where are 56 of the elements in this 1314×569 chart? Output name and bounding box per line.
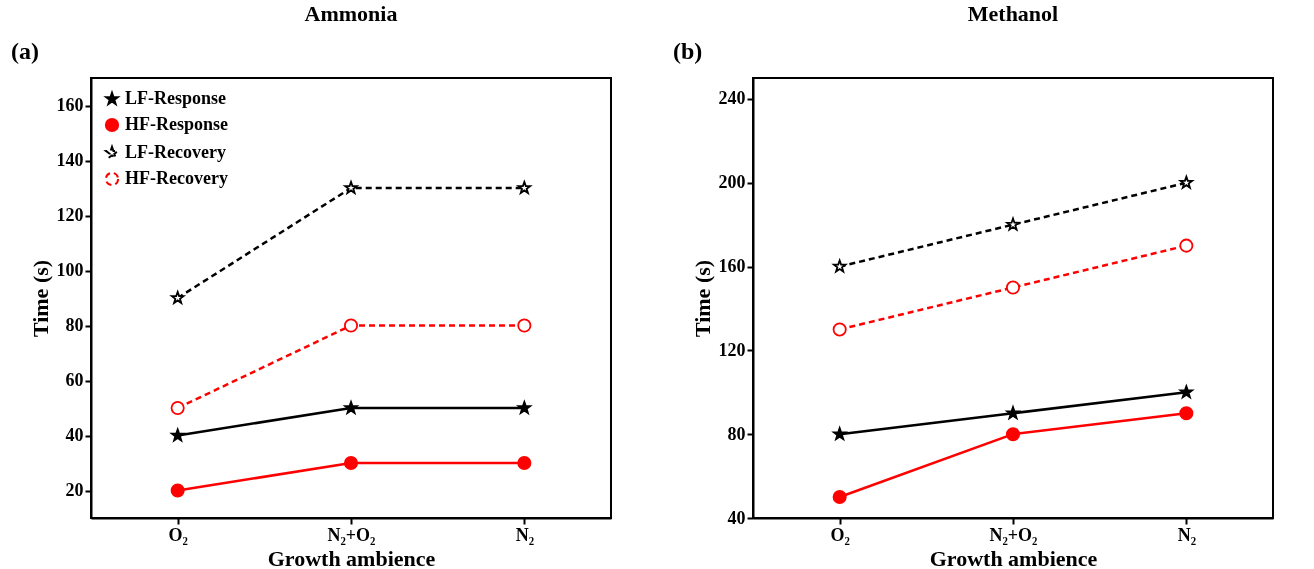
point bbox=[343, 455, 359, 471]
point bbox=[1179, 238, 1194, 253]
y-tick-label: 20 bbox=[65, 480, 84, 500]
x-tick-label: O₂ bbox=[830, 524, 850, 545]
point bbox=[1179, 175, 1194, 189]
x-axis-title: Growth ambience bbox=[929, 545, 1098, 569]
point bbox=[832, 490, 847, 505]
y-tick-label: 140 bbox=[56, 150, 84, 170]
x-tick-label: N₂ bbox=[1177, 524, 1197, 545]
point bbox=[344, 400, 358, 414]
y-tick-label: 160 bbox=[56, 95, 84, 115]
x-tick-label: O₂ bbox=[168, 524, 188, 545]
point bbox=[344, 180, 358, 194]
chart-title: Methanol bbox=[967, 1, 1059, 26]
chart-title: Ammonia bbox=[304, 1, 398, 26]
y-tick-label: 40 bbox=[727, 507, 746, 528]
point bbox=[517, 455, 532, 471]
point bbox=[1006, 217, 1020, 231]
point bbox=[1005, 280, 1021, 295]
point bbox=[832, 427, 847, 441]
point bbox=[170, 400, 185, 416]
x-tick-label: N₂+O₂ bbox=[989, 524, 1038, 545]
point bbox=[343, 318, 359, 333]
y-axis-title: Time (s) bbox=[689, 259, 715, 338]
point bbox=[832, 259, 847, 273]
legend-label: HF-Recovery bbox=[125, 168, 228, 188]
y-tick-label: 120 bbox=[56, 205, 84, 225]
y-tick-label: 240 bbox=[718, 88, 746, 109]
point bbox=[1179, 406, 1194, 421]
x-tick-label: N₂ bbox=[515, 524, 535, 545]
point bbox=[1179, 385, 1194, 399]
y-tick-label: 120 bbox=[718, 339, 746, 360]
y-axis-title: Time (s) bbox=[27, 259, 53, 338]
y-tick-label: 80 bbox=[65, 315, 84, 335]
point bbox=[170, 483, 185, 498]
point bbox=[170, 428, 185, 442]
text: (b) bbox=[673, 38, 703, 64]
x-axis-title: Growth ambience bbox=[267, 545, 436, 569]
point bbox=[170, 290, 185, 304]
y-tick-label: 160 bbox=[718, 256, 746, 277]
text: (a) bbox=[11, 38, 39, 64]
point bbox=[1005, 427, 1021, 442]
x-tick-label: N₂+O₂ bbox=[327, 524, 376, 545]
point bbox=[517, 318, 532, 333]
y-tick-label: 80 bbox=[727, 423, 746, 444]
legend-label: LF-Recovery bbox=[125, 142, 226, 162]
y-tick-label: 60 bbox=[65, 370, 84, 390]
point bbox=[517, 400, 532, 414]
point bbox=[1006, 406, 1020, 420]
y-tick-label: 100 bbox=[56, 260, 84, 280]
y-tick-label: 200 bbox=[718, 172, 746, 193]
y-tick-label: 40 bbox=[65, 425, 84, 445]
point bbox=[832, 322, 847, 337]
legend-label: LF-Response bbox=[125, 88, 227, 108]
legend-label: HF-Response bbox=[125, 114, 229, 134]
point bbox=[517, 180, 532, 194]
